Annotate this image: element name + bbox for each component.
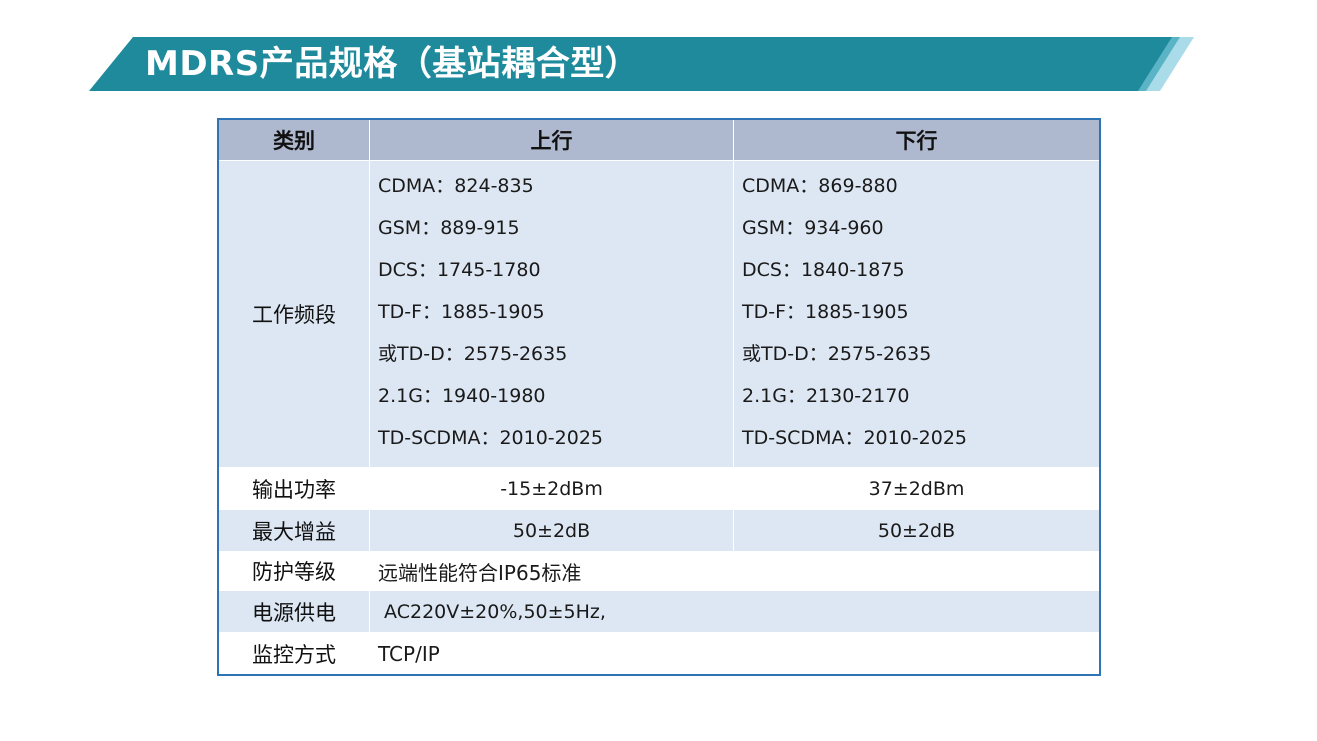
table-row-max-gain: 最大增益 50±2dB 50±2dB	[218, 509, 1101, 552]
table-row-output-power: 输出功率 -15±2dBm 37±2dBm	[218, 467, 1101, 510]
freq-downlink-item: 2.1G：2130-2170	[742, 385, 910, 407]
power-supply-label: 电源供电	[218, 590, 371, 633]
title-banner: MDRS产品规格（基站耦合型）	[0, 0, 1317, 110]
protection-value: 远端性能符合IP65标准	[369, 551, 1100, 591]
banner-shape	[89, 37, 1194, 91]
protection-label: 防护等级	[218, 551, 371, 591]
table-header-row: 类别 上行 下行	[218, 119, 1101, 161]
freq-uplink-item: 2.1G：1940-1980	[378, 385, 546, 407]
monitoring-label: 监控方式	[218, 632, 371, 675]
max-gain-label: 最大增益	[218, 509, 371, 552]
max-gain-uplink: 50±2dB	[369, 509, 735, 552]
freq-downlink-item: GSM：934-960	[742, 217, 884, 239]
page-title: MDRS产品规格（基站耦合型）	[145, 44, 640, 84]
table-row-monitoring: 监控方式 TCP/IP	[218, 632, 1100, 675]
freq-uplink-item: TD-SCDMA：2010-2025	[378, 427, 604, 449]
freq-label: 工作频段	[218, 160, 371, 468]
monitoring-value: TCP/IP	[369, 632, 1100, 675]
header-category: 类别	[218, 119, 371, 161]
freq-downlink-cell: CDMA：869-880 GSM：934-960 DCS：1840-1875 T…	[733, 160, 1101, 468]
header-uplink: 上行	[369, 119, 735, 161]
output-power-downlink: 37±2dBm	[733, 467, 1101, 510]
header-downlink: 下行	[733, 119, 1101, 161]
freq-uplink-item: TD-F：1885-1905	[378, 301, 545, 323]
max-gain-downlink: 50±2dB	[733, 509, 1101, 552]
freq-uplink-cell: CDMA：824-835 GSM：889-915 DCS：1745-1780 T…	[369, 160, 735, 468]
freq-downlink-item: 或TD-D：2575-2635	[742, 343, 932, 365]
table-row-protection: 防护等级 远端性能符合IP65标准	[218, 551, 1100, 591]
freq-uplink-item: CDMA：824-835	[378, 175, 534, 197]
freq-downlink-item: DCS：1840-1875	[742, 259, 905, 281]
spec-table: 类别 上行 下行 工作频段 CDMA：824-835 GSM：889-915 D…	[217, 118, 1101, 676]
freq-uplink-item: GSM：889-915	[378, 217, 520, 239]
output-power-label: 输出功率	[218, 467, 371, 510]
freq-uplink-item: 或TD-D：2575-2635	[378, 343, 568, 365]
freq-downlink-item: CDMA：869-880	[742, 175, 898, 197]
power-supply-value: AC220V±20%,50±5Hz,	[369, 590, 1100, 633]
freq-downlink-item: TD-F：1885-1905	[742, 301, 909, 323]
table-row-power-supply: 电源供电 AC220V±20%,50±5Hz,	[218, 590, 1100, 633]
freq-uplink-item: DCS：1745-1780	[378, 259, 541, 281]
table-row-freq: 工作频段 CDMA：824-835 GSM：889-915 DCS：1745-1…	[218, 160, 1101, 468]
output-power-uplink: -15±2dBm	[369, 467, 735, 510]
freq-downlink-item: TD-SCDMA：2010-2025	[742, 427, 968, 449]
